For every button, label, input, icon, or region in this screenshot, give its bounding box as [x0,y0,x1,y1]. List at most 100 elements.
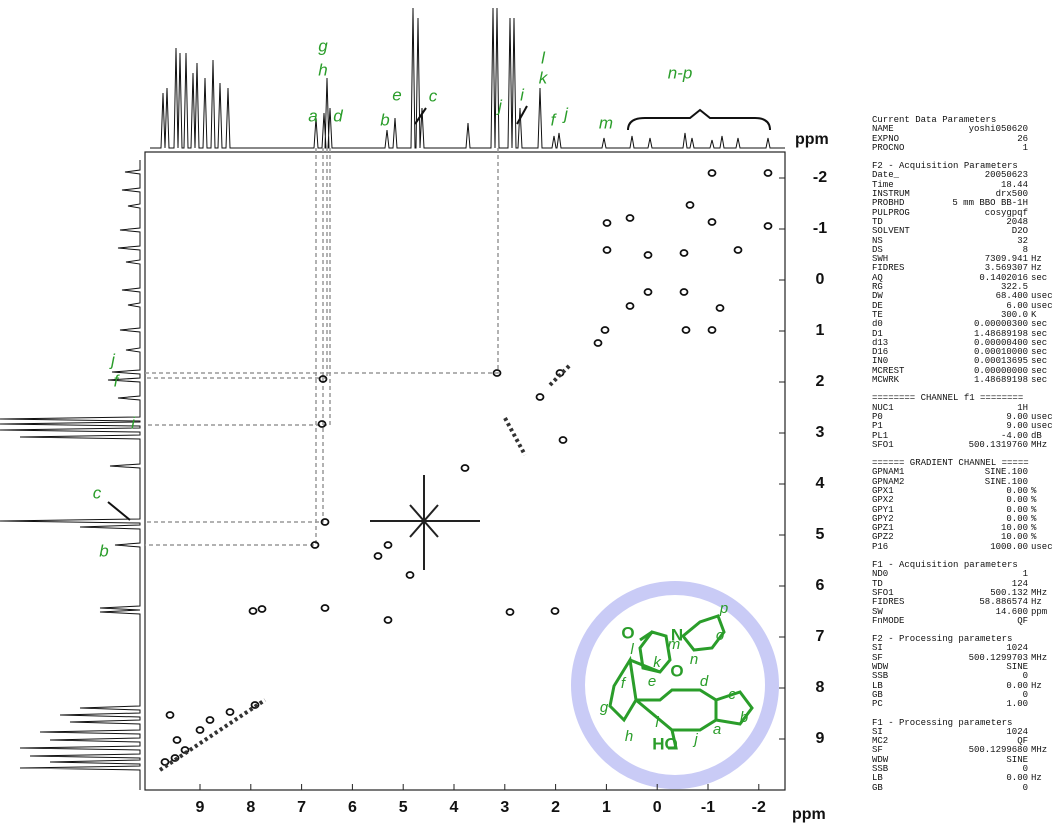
cross-peak [207,717,214,723]
cross-peak [681,250,688,256]
y-tick-label: 4 [816,475,825,492]
cross-peak [560,437,567,443]
parameter-section: ====== GRADIENT CHANNEL =====GPNAM1SINE.… [872,459,1052,552]
param-value: 0.00 [924,774,1028,783]
peak-label: i [520,85,525,104]
cross-peak [197,727,204,733]
cross-peak [322,605,329,611]
x-tick-label: 6 [348,799,357,816]
cross-peak [735,247,742,253]
param-value: 0 [924,784,1028,793]
cross-peak [645,289,652,295]
cross-peak [595,340,602,346]
parameter-row: SFO1500.1319760MHz [872,441,1052,450]
cross-peak [250,608,257,614]
cross-peak [552,608,559,614]
cross-peak [385,542,392,548]
cross-peak [687,202,694,208]
structure-label: g [600,699,609,716]
parameter-section: F2 - Processing parametersSI1024SF500.12… [872,635,1052,709]
logo-band [855,38,868,74]
guide-line [145,148,323,522]
atom-label: O [670,661,683,680]
peak-label: m [599,113,613,132]
x-tick-label: -2 [752,799,766,816]
drawing-layer: BRUKER9876543210-1-2-2-10123456789ppmppm… [0,0,868,823]
y-tick-label: 0 [816,271,825,288]
param-value: 1.48689198 [924,376,1028,385]
cross-peak [645,252,652,258]
diagonal-cluster [160,700,265,770]
peak-label: a [308,106,317,125]
cross-peak [537,394,544,400]
param-value: 1024 [924,728,1028,737]
cross-peak [683,327,690,333]
param-name: MCWRK [872,376,924,385]
structure-label: b [740,709,748,726]
cross-peak [709,170,716,176]
structure-label: a [713,721,721,738]
param-value: D2O [924,227,1028,236]
logo: BRUKER [855,0,868,118]
cross-peak [507,609,514,615]
cross-peak [765,170,772,176]
y-tick-label: 9 [816,730,825,747]
param-value: 32 [924,237,1028,246]
parameter-row: FnMODEQF [872,617,1052,626]
structure-label: n [690,651,698,668]
cross-peak [709,219,716,225]
param-value: 26 [924,135,1028,144]
x-tick-label: 5 [399,799,408,816]
peak-label: c [93,483,102,502]
cross-peak [717,305,724,311]
atom-label: N [671,625,683,644]
guide-line [145,148,498,373]
cross-peak [385,617,392,623]
structure-label: k [653,654,662,671]
param-unit: sec [1028,376,1052,385]
structure-label: j [692,731,698,748]
param-unit: Hz [1028,774,1052,783]
param-unit: Hz [1028,682,1052,691]
peak-label: e [392,85,401,104]
x-axis-unit: ppm [792,806,826,823]
cross-peak [174,737,181,743]
cross-peak [375,553,382,559]
param-unit: ppm [1028,608,1052,617]
peak-label: j [496,96,503,115]
x-tick-label: 8 [246,799,255,816]
diagonal-cluster [550,365,570,385]
param-unit: usec [1028,543,1052,552]
parameter-list: Current Data ParametersNAMEyoshi050620EX… [872,116,1052,802]
y-tick-label: 7 [816,628,825,645]
y-tick-label: 1 [816,322,825,339]
x-tick-label: 4 [450,799,459,816]
param-value: 500.1319760 [924,441,1028,450]
x-tick-label: -1 [701,799,715,816]
cross-peak [462,465,469,471]
param-name: FnMODE [872,617,924,626]
param-name: PC [872,700,924,709]
x-tick-label: 2 [551,799,560,816]
peak-label: b [99,541,108,560]
cross-peak [627,303,634,309]
parameter-row: PC1.00 [872,700,1052,709]
pointer [108,502,130,520]
cross-peak [604,247,611,253]
y-axis-unit: ppm [795,131,829,148]
x-tick-label: 3 [500,799,509,816]
param-unit: sec [1028,274,1052,283]
peak-label: l [541,48,546,67]
x-tick-label: 1 [602,799,611,816]
param-value: 14.600 [924,608,1028,617]
x-tick-label: 9 [196,799,205,816]
x-tick-label: 7 [297,799,306,816]
peak-label: d [333,106,343,125]
param-unit: MHz [1028,746,1052,755]
cross-peak [602,327,609,333]
guide-line [145,148,316,545]
peak-label: j [562,104,569,123]
